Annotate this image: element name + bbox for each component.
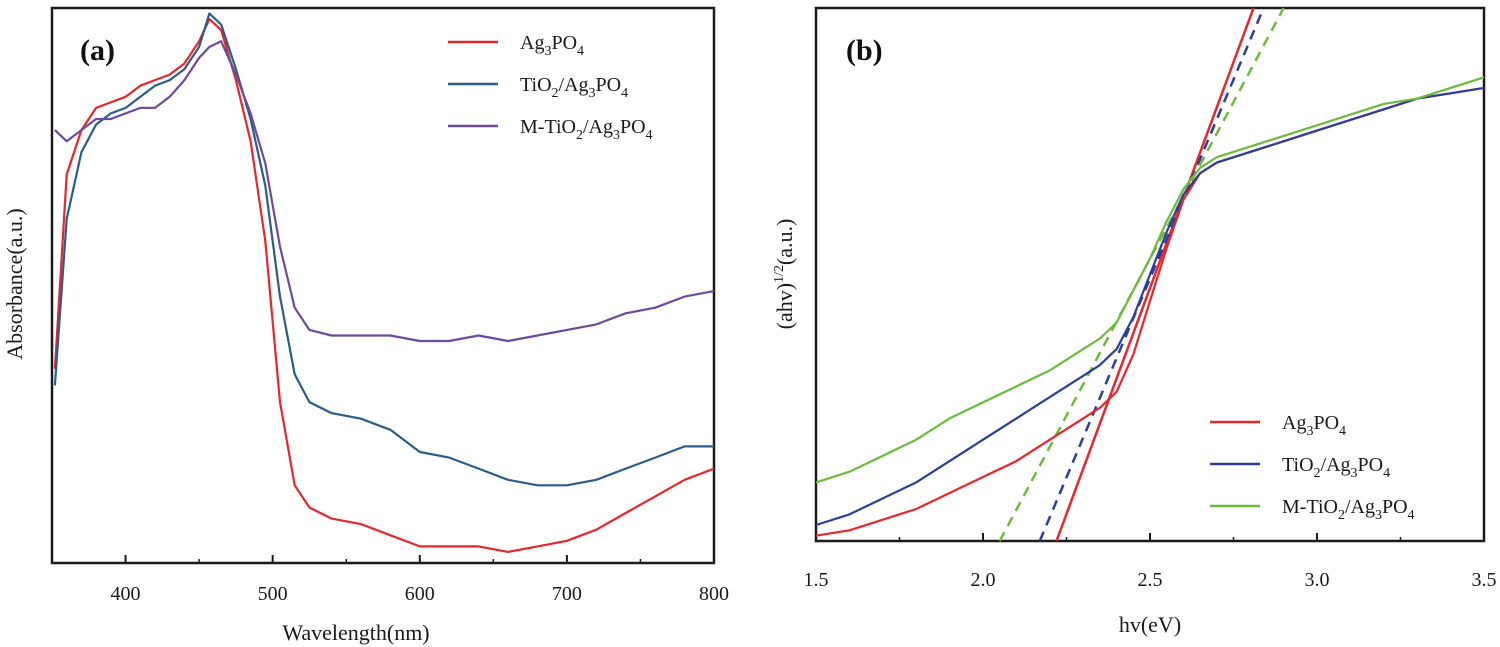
legend-subscript: 3 xyxy=(1351,466,1358,481)
y-axis-title-main: (ahv) xyxy=(772,283,797,329)
legend-subscript: 3 xyxy=(589,86,596,101)
x-tick-label: 500 xyxy=(258,583,288,605)
legend-subscript: 3 xyxy=(1375,508,1382,523)
legend-entry: TiO2/Ag3PO4 xyxy=(1282,454,1390,481)
tangent-lines xyxy=(998,7,1285,542)
legend-subscript: 4 xyxy=(1408,508,1415,523)
x-tick-label: 2.0 xyxy=(971,569,996,591)
legend-subscript: 4 xyxy=(646,128,653,143)
series-line xyxy=(815,76,1485,484)
x-tick-label: 400 xyxy=(111,583,141,605)
legend-text-part: PO xyxy=(1382,496,1408,518)
x-axis-title: hv(eV) xyxy=(1119,612,1181,637)
x-tick-label: 600 xyxy=(405,583,435,605)
series-line xyxy=(54,40,715,343)
legend-subscript: 4 xyxy=(621,86,628,101)
legend-text-part: /Ag xyxy=(559,74,589,96)
x-tick-label: 700 xyxy=(552,583,582,605)
x-tick-label: 3.0 xyxy=(1305,569,1330,591)
legend-subscript: 3 xyxy=(1306,424,1313,439)
legend-text-part: Ag xyxy=(1282,412,1306,434)
x-tick-label: 1.5 xyxy=(804,569,829,591)
x-tick-label: 800 xyxy=(699,583,729,605)
x-tick-label: 2.5 xyxy=(1138,569,1163,591)
panel-a-absorbance-chart: 400 500 600 700 800 (a) Ag3PO4TiO2/Ag3PO4M-T… xyxy=(2,6,729,645)
legend-text-part: /Ag xyxy=(583,116,613,138)
panel-label: (b) xyxy=(846,34,883,67)
y-axis-title-superscript: 1/2 xyxy=(772,265,787,283)
tangent-line xyxy=(1055,7,1255,542)
tangent-line xyxy=(1038,7,1265,542)
series-line xyxy=(815,86,1485,527)
legend-text-part: M-TiO xyxy=(1282,496,1338,518)
legend-subscript: 2 xyxy=(1314,466,1321,481)
legend-text-part: PO xyxy=(1358,454,1384,476)
panel-label: (a) xyxy=(80,34,115,67)
legend-subscript: 4 xyxy=(1339,424,1346,439)
y-axis-title: Absorbance(a.u.) xyxy=(2,208,27,360)
legend-text-part: PO xyxy=(1313,412,1339,434)
x-axis-ticks: 1.5 2.0 2.5 3.0 3.5 xyxy=(804,533,1497,591)
legend-entry: TiO2/Ag3PO4 xyxy=(520,74,628,101)
y-axis-title-unit: (a.u.) xyxy=(772,219,797,265)
series-lines xyxy=(815,76,1485,537)
legend-subscript: 4 xyxy=(1383,466,1390,481)
plot-frame xyxy=(50,6,716,565)
legend-subscript: 3 xyxy=(544,44,551,59)
series-lines xyxy=(53,12,715,553)
legend-subscript: 2 xyxy=(1338,508,1345,523)
legend-text-part: /Ag xyxy=(1321,454,1351,476)
legend-entry: Ag3PO4 xyxy=(520,32,584,59)
legend-entry: M-TiO2/Ag3PO4 xyxy=(1282,496,1415,523)
legend-text-part: /Ag xyxy=(1345,496,1375,518)
legend-subscript: 4 xyxy=(577,44,584,59)
legend-text-part: PO xyxy=(620,116,646,138)
legend-subscript: 2 xyxy=(576,128,583,143)
legend-text-part: TiO xyxy=(520,74,552,96)
legend-subscript: 3 xyxy=(613,128,620,143)
legend-entry: M-TiO2/Ag3PO4 xyxy=(520,116,653,143)
legend-text-part: PO xyxy=(551,32,577,54)
x-tick-label: 3.5 xyxy=(1472,569,1497,591)
legend-text-part: Ag xyxy=(520,32,544,54)
x-axis-ticks: 400 500 600 700 800 xyxy=(51,555,729,605)
legend-text-part: M-TiO xyxy=(520,116,576,138)
legend-text-part: PO xyxy=(596,74,622,96)
series-line xyxy=(53,18,715,553)
panel-b-tauc-plot: 1.5 2.0 2.5 3.0 3.5 (b) Ag3PO4TiO2/Ag3PO4M-T… xyxy=(772,6,1497,637)
series-line xyxy=(53,12,714,487)
legend-text-part: TiO xyxy=(1282,454,1314,476)
x-axis-title: Wavelength(nm) xyxy=(282,620,429,645)
legend-entry: Ag3PO4 xyxy=(1282,412,1346,439)
legend-subscript: 2 xyxy=(552,86,559,101)
y-axis-title: (ahv)1/2(a.u.) xyxy=(772,219,797,330)
